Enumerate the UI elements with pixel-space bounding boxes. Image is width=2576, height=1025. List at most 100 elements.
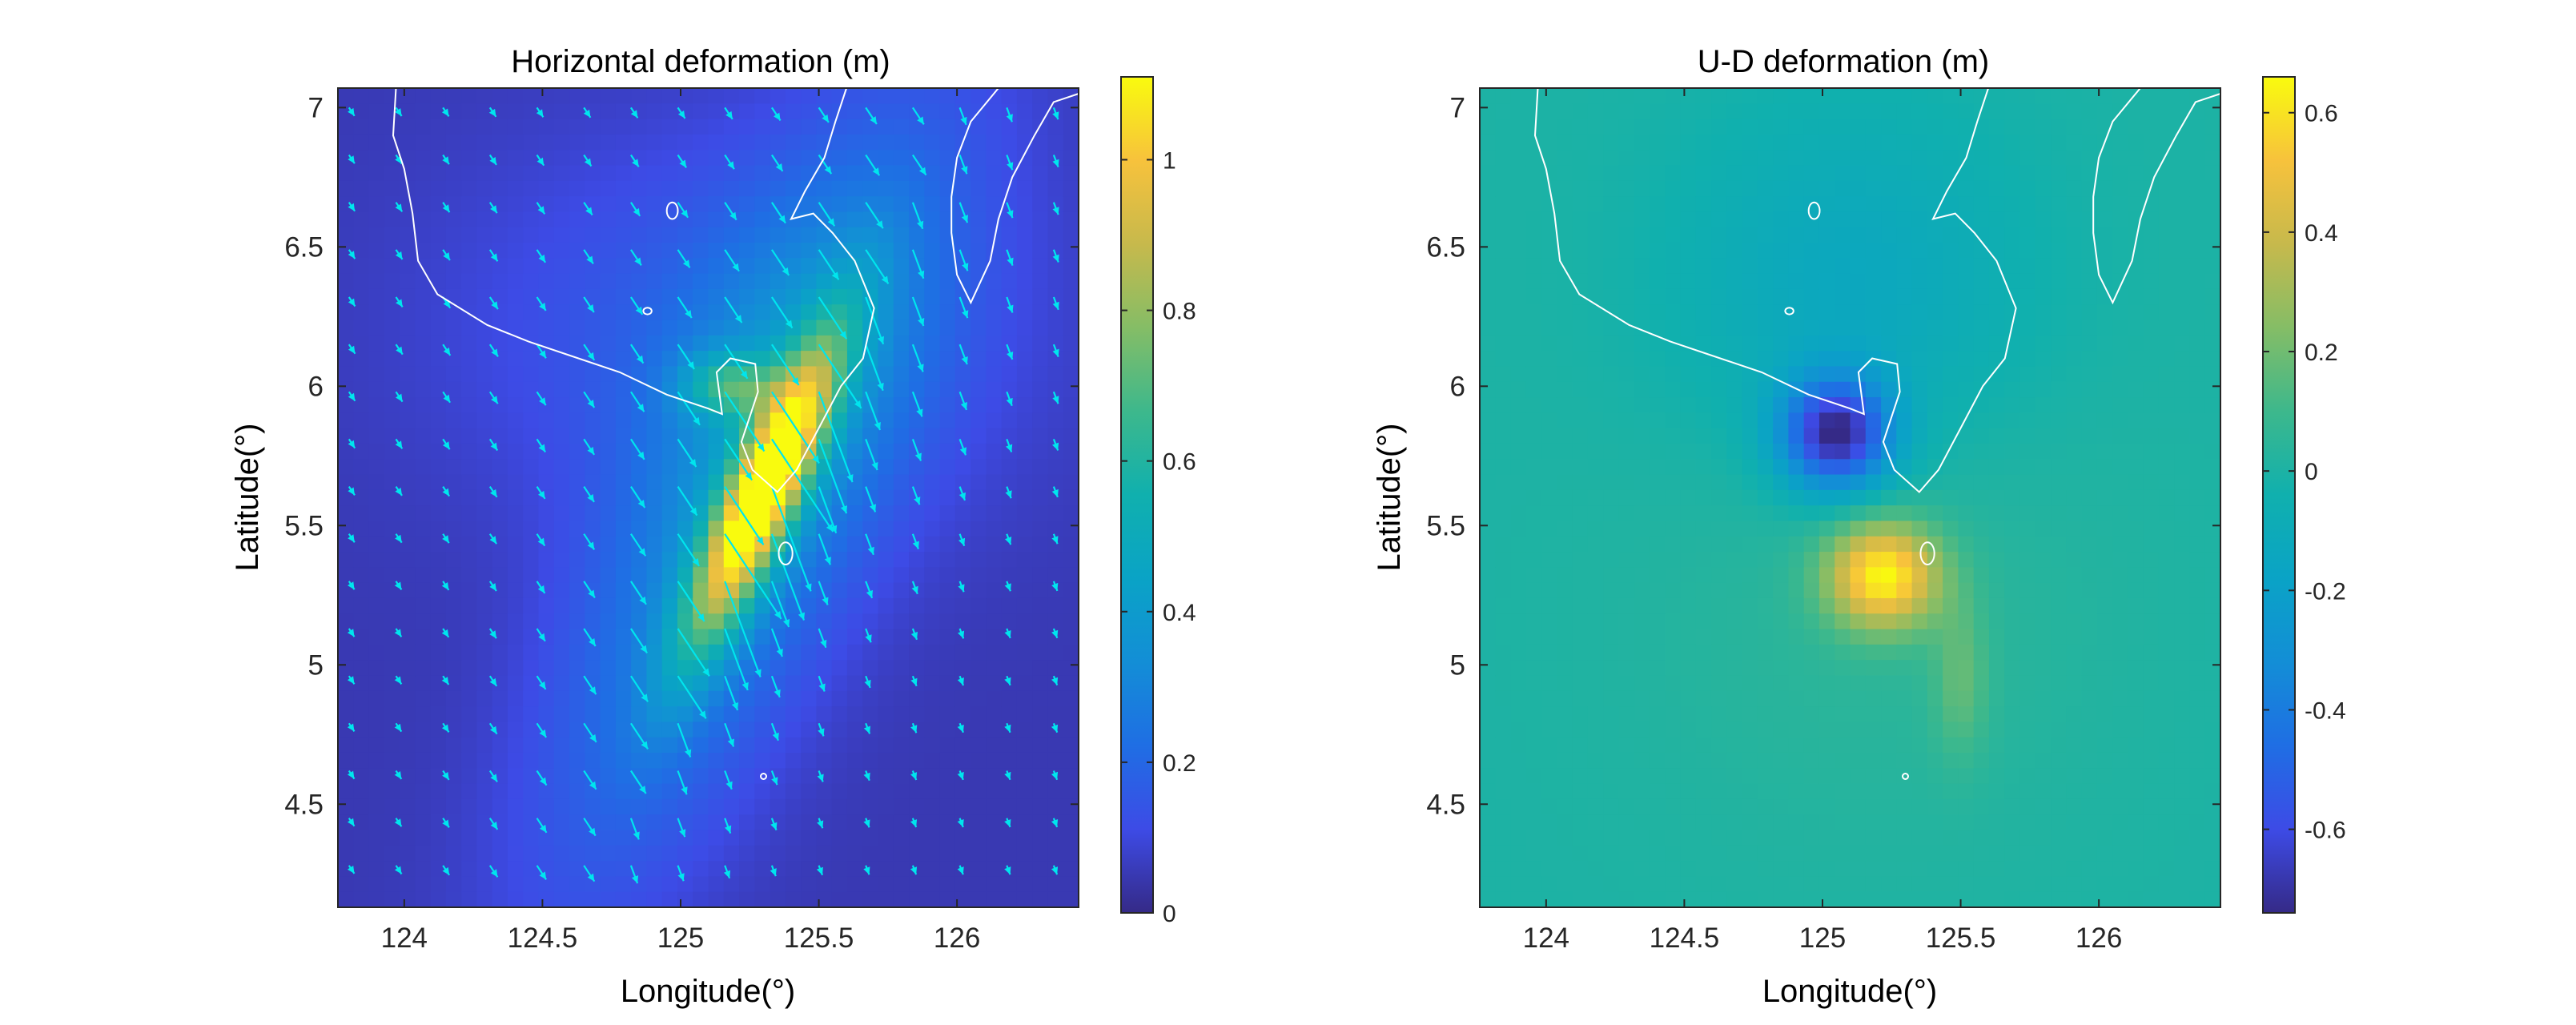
heatmap-cell <box>1016 165 1033 182</box>
vector-arrowhead <box>589 686 597 695</box>
heatmap-cell <box>338 830 354 846</box>
heatmap-cell <box>1680 88 1697 104</box>
vector-arrowhead <box>442 488 450 496</box>
heatmap-cell <box>615 211 632 228</box>
heatmap-cell <box>893 536 910 553</box>
heatmap-cell <box>708 644 725 661</box>
heatmap-cell <box>1788 397 1805 413</box>
heatmap-cell <box>661 505 678 522</box>
heatmap-cell <box>1557 211 1573 228</box>
heatmap-cell <box>924 505 941 522</box>
heatmap-cell <box>1618 567 1635 584</box>
heatmap-cell <box>878 706 894 722</box>
heatmap-cell <box>615 351 632 368</box>
heatmap-cell <box>878 521 894 537</box>
heatmap-cell <box>1788 150 1805 167</box>
heatmap-cell <box>585 830 601 846</box>
heatmap-cell <box>816 320 833 336</box>
heatmap-cell <box>569 690 585 707</box>
heatmap-cell <box>631 629 648 645</box>
heatmap-cell <box>1587 304 1604 321</box>
heatmap-cell <box>754 567 771 584</box>
heatmap-cell <box>1557 288 1573 305</box>
heatmap-cell <box>1850 722 1867 738</box>
heatmap-cell <box>1557 690 1573 707</box>
heatmap-cell <box>523 768 540 785</box>
heatmap-cell <box>1510 211 1527 228</box>
heatmap-cell <box>770 119 786 135</box>
heatmap-cell <box>909 830 925 846</box>
heatmap-cell <box>1618 644 1635 661</box>
heatmap-cell <box>538 629 555 645</box>
heatmap-cell <box>1988 335 2005 352</box>
vector-arrowhead <box>348 203 356 211</box>
heatmap-cell <box>1525 552 1542 568</box>
vector-arrowhead <box>830 525 838 533</box>
vector-arrowhead <box>725 111 733 119</box>
heatmap-cell <box>661 320 678 336</box>
heatmap-cell <box>368 489 385 506</box>
heatmap-cell <box>878 227 894 243</box>
heatmap-cell <box>1896 180 1913 197</box>
heatmap-cell <box>1943 489 1959 506</box>
heatmap-cell <box>986 521 1003 537</box>
heatmap-cell <box>1032 119 1049 135</box>
heatmap-cell <box>1480 690 1496 707</box>
heatmap-cell <box>1896 582 1913 599</box>
heatmap-cell <box>1726 876 1743 893</box>
heatmap-cell <box>461 459 478 476</box>
heatmap-cell <box>1603 335 1620 352</box>
heatmap-cell <box>862 876 879 893</box>
heatmap-cell <box>1541 690 1557 707</box>
heatmap-cell <box>1541 428 1557 444</box>
heatmap-cell <box>415 243 432 259</box>
heatmap-cell <box>553 706 570 722</box>
heatmap-cell <box>1818 582 1835 599</box>
heatmap-cell <box>2004 304 2021 321</box>
heatmap-cell <box>1911 675 1928 692</box>
heatmap-cell <box>646 381 663 398</box>
heatmap-cell <box>661 752 678 769</box>
heatmap-cell <box>368 552 385 568</box>
vector-arrowhead <box>754 669 762 677</box>
heatmap-cell <box>1927 474 1943 491</box>
heatmap-cell <box>1525 629 1542 645</box>
heatmap-cell <box>816 845 833 862</box>
heatmap-cell <box>1943 536 1959 553</box>
heatmap-cell <box>1525 397 1542 413</box>
heatmap-cell <box>1927 567 1943 584</box>
heatmap-cell <box>569 459 585 476</box>
heatmap-cell <box>971 814 987 831</box>
heatmap-cell <box>445 629 462 645</box>
heatmap-cell <box>646 722 663 738</box>
heatmap-cell <box>862 861 879 877</box>
heatmap-cell <box>1525 304 1542 321</box>
heatmap-cell <box>353 768 370 785</box>
vector-arrowhead <box>491 396 498 404</box>
heatmap-cell <box>1818 180 1835 197</box>
heatmap-cell <box>924 876 941 893</box>
heatmap-cell <box>739 243 755 259</box>
heatmap-cell <box>1557 830 1573 846</box>
heatmap-cell <box>1572 536 1589 553</box>
heatmap-cell <box>708 536 725 553</box>
heatmap-cell <box>368 335 385 352</box>
heatmap-cell <box>585 505 601 522</box>
heatmap-cell <box>939 629 956 645</box>
heatmap-cell <box>553 381 570 398</box>
heatmap-cell <box>523 459 540 476</box>
heatmap-cell <box>1803 397 1820 413</box>
heatmap-cell <box>353 381 370 398</box>
heatmap-cell <box>476 119 493 135</box>
heatmap-cell <box>1495 273 1512 290</box>
heatmap-cell <box>615 613 632 630</box>
heatmap-cell <box>1541 814 1557 831</box>
heatmap-cell <box>1680 412 1697 429</box>
heatmap-cell <box>1649 675 1666 692</box>
heatmap-cell <box>1634 629 1650 645</box>
heatmap-cell <box>1603 489 1620 506</box>
heatmap-cell <box>770 351 786 368</box>
heatmap-cell <box>1695 891 1712 908</box>
heatmap-cell <box>1557 165 1573 182</box>
heatmap-cell <box>1973 134 1990 151</box>
